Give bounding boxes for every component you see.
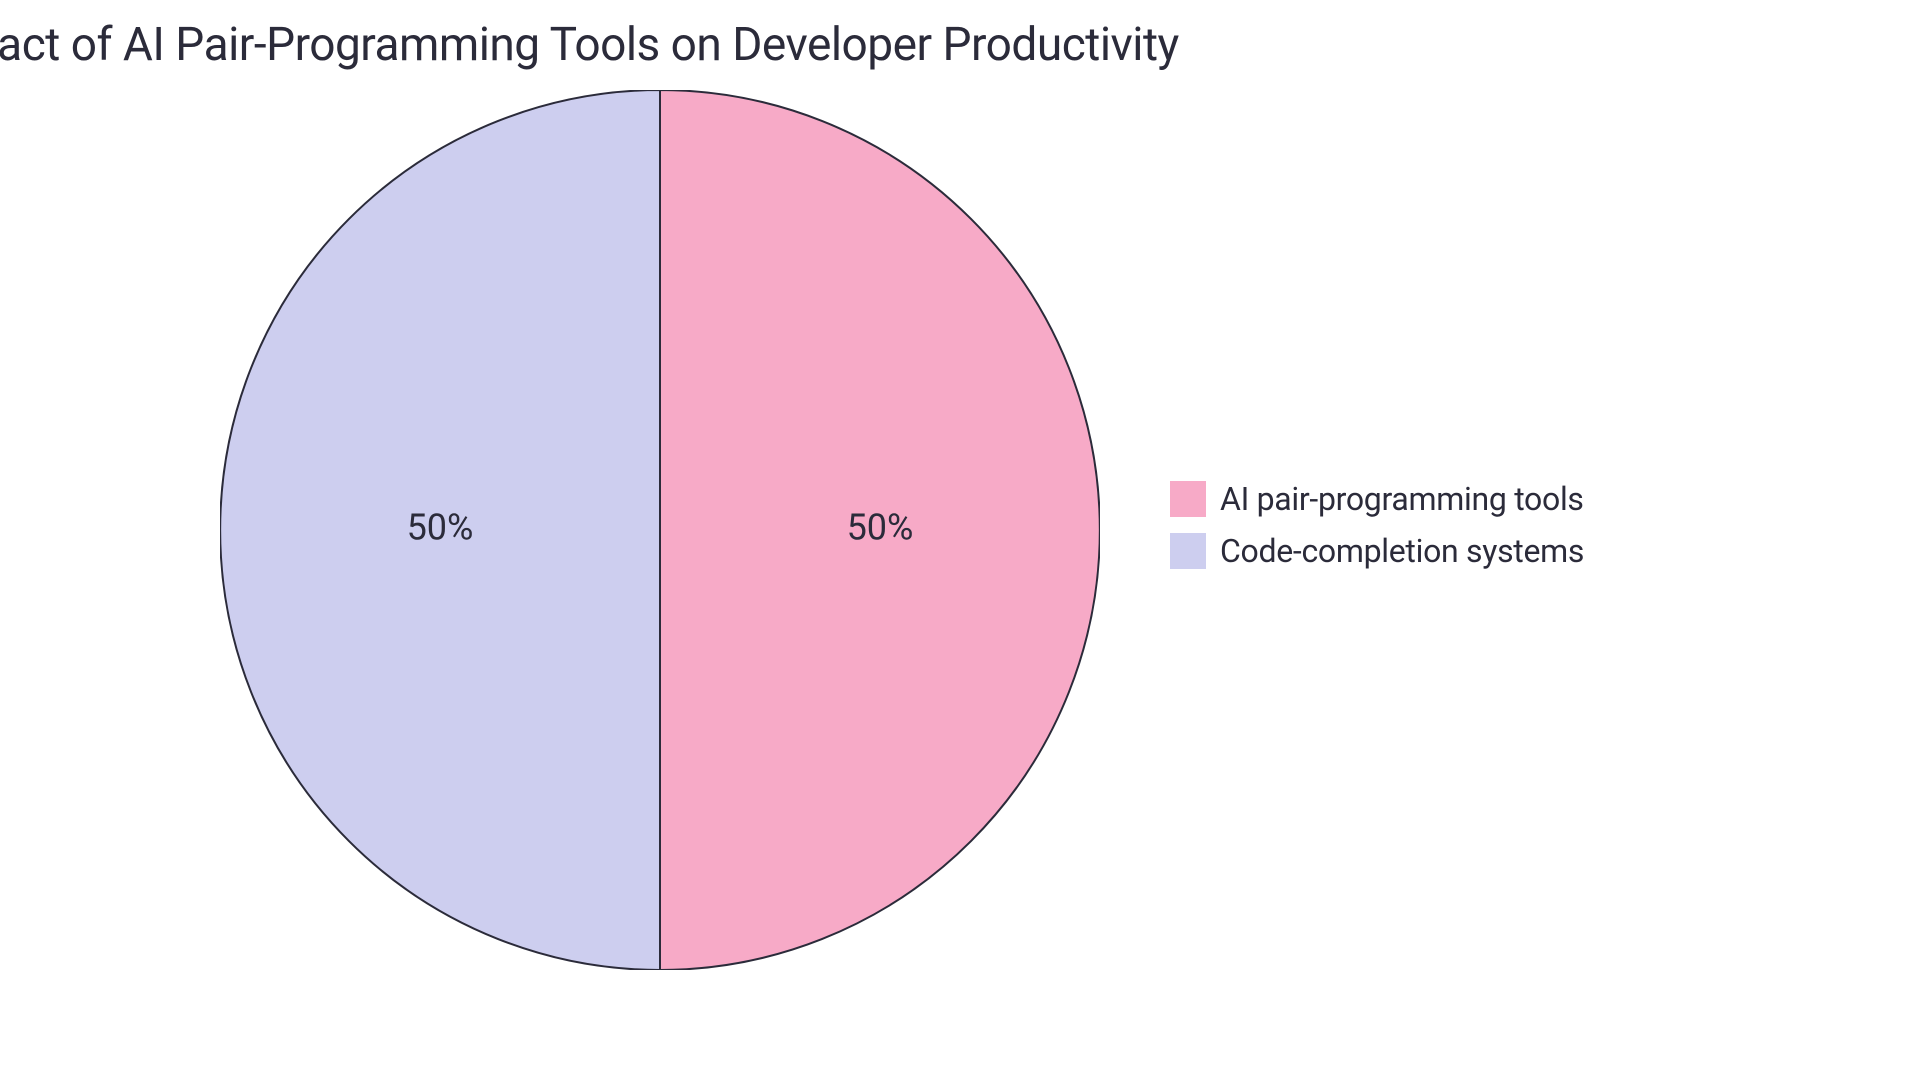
pie-slice-label-ai-tools: 50% <box>847 507 914 549</box>
legend-swatch-code-completion <box>1170 533 1206 569</box>
pie-slice-label-code-completion: 50% <box>407 507 474 549</box>
legend: AI pair-programming tools Code-completio… <box>1170 480 1584 570</box>
chart-title: Impact of AI Pair-Programming Tools on D… <box>0 18 1179 72</box>
legend-label-ai-tools: AI pair-programming tools <box>1220 480 1584 518</box>
legend-label-code-completion: Code-completion systems <box>1220 532 1584 570</box>
legend-item-ai-tools: AI pair-programming tools <box>1170 480 1584 518</box>
legend-item-code-completion: Code-completion systems <box>1170 532 1584 570</box>
pie-svg: 50% 50% <box>220 90 1100 970</box>
legend-swatch-ai-tools <box>1170 481 1206 517</box>
pie-chart: 50% 50% <box>220 90 1100 970</box>
